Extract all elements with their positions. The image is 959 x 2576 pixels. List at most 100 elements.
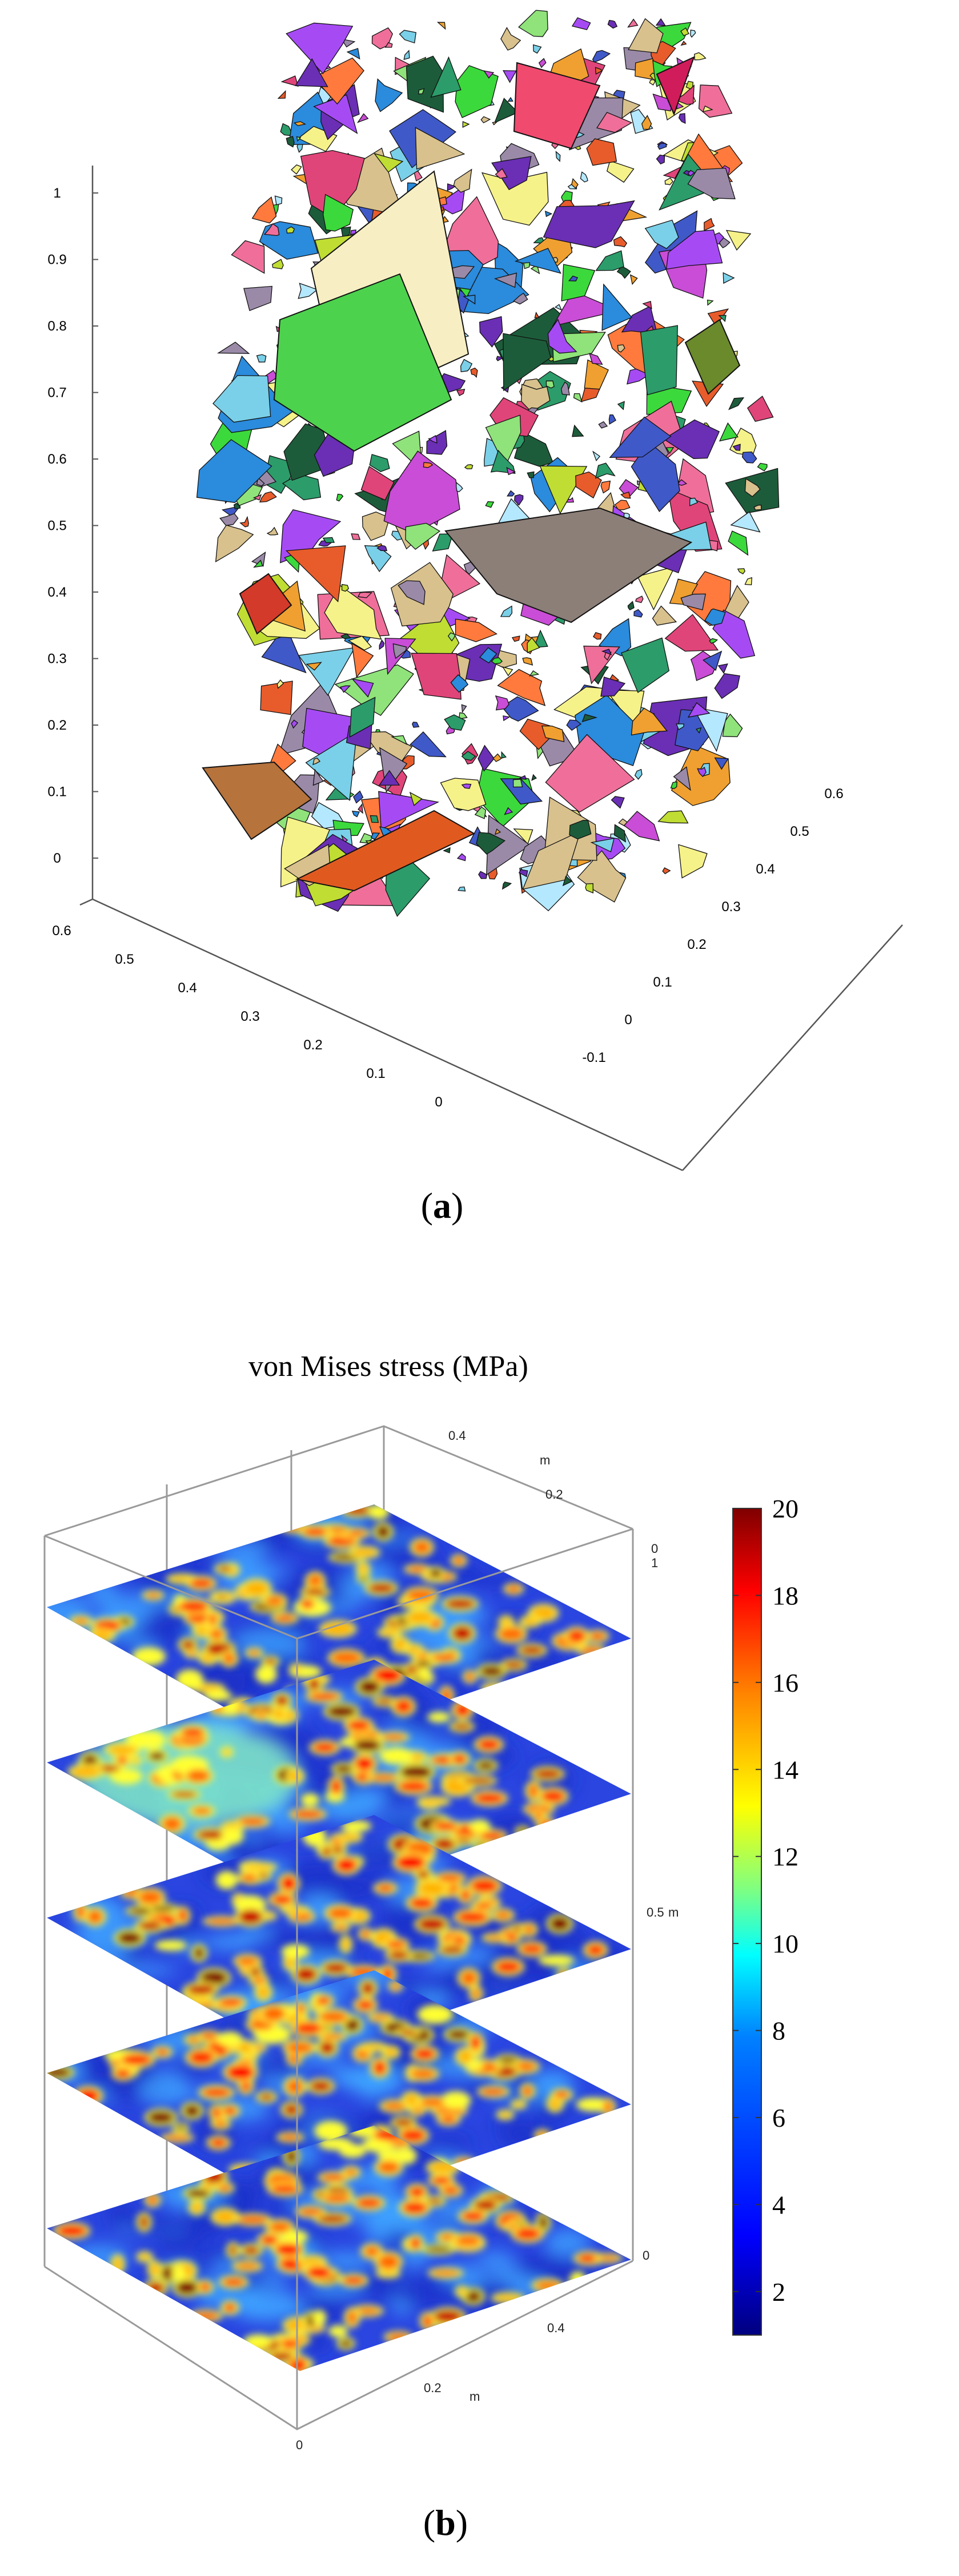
fracture-polygon — [375, 78, 403, 112]
fracture-polygon — [463, 295, 476, 305]
z-tick-label: 0.1 — [47, 784, 66, 800]
fracture-polygon — [704, 218, 715, 231]
z-tick-label: 0.6 — [47, 452, 66, 467]
fracture-polygon — [403, 50, 410, 61]
svg-text:0.4: 0.4 — [448, 1428, 466, 1443]
fracture-polygon — [585, 883, 593, 893]
svg-text:m: m — [470, 2389, 480, 2404]
fracture-polygon — [295, 58, 328, 87]
fracture-polygon — [512, 779, 523, 788]
fracture-polygon — [611, 796, 625, 809]
fracture-polygon — [379, 639, 385, 650]
fracture-polygon — [757, 462, 768, 472]
z-tick-label: 0.4 — [47, 585, 66, 600]
fracture-polygon — [545, 734, 635, 813]
svg-text:0.2: 0.2 — [545, 1487, 563, 1502]
fracture-polygon — [313, 94, 358, 134]
fracture-polygon — [568, 275, 579, 281]
fracture-polygon — [702, 105, 713, 112]
fracture-polygon — [458, 886, 466, 892]
fracture-polygon — [456, 389, 466, 396]
fracture-polygon — [202, 761, 312, 840]
y-tick-label: 0.2 — [687, 937, 706, 952]
y-tick-label: 0.3 — [721, 899, 740, 915]
fracture-polygon — [261, 625, 307, 674]
fracture-polygon — [274, 195, 283, 206]
fracture-polygon — [291, 164, 302, 175]
fracture-polygon — [637, 566, 676, 611]
svg-text:0.5: 0.5 — [647, 1905, 664, 1919]
fracture-polygon — [665, 447, 675, 454]
fracture-polygon — [728, 397, 745, 410]
fracture-polygon — [687, 167, 736, 199]
fracture-polygon — [500, 27, 521, 51]
fracture-polygon — [409, 791, 423, 807]
fracture-polygon — [696, 727, 702, 734]
fracture-polygon — [378, 770, 400, 786]
fracture-polygon — [642, 301, 652, 309]
fracture-polygon — [547, 319, 577, 354]
fracture-polygon — [456, 853, 466, 862]
fracture-polygon — [657, 810, 689, 824]
fracture-polygon — [527, 637, 540, 654]
fracture-polygon — [492, 121, 498, 126]
fracture-polygon — [291, 719, 299, 729]
fracture-polygon — [356, 113, 369, 123]
fracture-polygon — [728, 530, 749, 556]
fracture-polygon — [719, 237, 731, 248]
fracture-polygon — [479, 316, 503, 348]
fracture-polygon — [580, 171, 588, 183]
fracture-polygon — [444, 507, 693, 623]
fracture-polygon — [571, 17, 591, 30]
fracture-polygon — [212, 375, 271, 423]
fracture-polygon — [592, 50, 611, 63]
fracture-polygon — [455, 65, 499, 118]
fracture-polygon — [259, 491, 277, 503]
fracture-polygon — [513, 292, 528, 305]
fracture-polygon — [575, 471, 602, 499]
fracture-polygon — [569, 820, 592, 840]
fracture-polygon — [583, 645, 620, 685]
svg-text:0.4: 0.4 — [547, 2321, 565, 2335]
fracture-polygon — [286, 545, 346, 602]
fracture-polygon — [312, 57, 364, 105]
y-tick-label: 0 — [624, 1012, 632, 1028]
fracture-polygon — [351, 811, 360, 818]
fracture-polygon — [560, 381, 570, 396]
fracture-polygon — [259, 221, 319, 260]
fracture-polygon — [500, 605, 513, 617]
fracture-polygon — [541, 725, 565, 742]
fracture-polygon — [606, 160, 635, 183]
fracture-polygon — [620, 491, 631, 499]
fracture-polygon — [415, 127, 466, 170]
fracture-polygon — [351, 642, 374, 678]
fracture-polygon — [436, 22, 446, 30]
fracture-polygon — [592, 450, 601, 462]
fracture-polygon — [697, 767, 707, 778]
fracture-polygon — [364, 545, 392, 573]
panel-a-x-ticks: 0.6 0.5 0.4 0.3 0.2 0.1 0 — [52, 923, 442, 1110]
z-tick-label: 0 — [53, 851, 61, 866]
fracture-polygon — [286, 136, 295, 148]
fracture-polygon — [674, 84, 695, 105]
y-tick-label: 0.1 — [653, 975, 672, 990]
fracture-polygon — [680, 27, 689, 37]
fracture-polygon — [360, 466, 395, 501]
fracture-polygon — [410, 731, 447, 758]
fracture-polygon — [753, 505, 762, 510]
fracture-polygon — [698, 84, 733, 118]
fracture-polygon — [501, 751, 507, 759]
fracture-polygon — [714, 757, 729, 770]
fracture-polygon — [495, 168, 508, 179]
fracture-polygon — [747, 395, 774, 422]
fracture-polygon — [384, 42, 393, 48]
fracture-polygon — [286, 226, 295, 234]
fracture-polygon — [461, 783, 472, 789]
fracture-polygon — [359, 832, 375, 844]
fracture-polygon — [346, 48, 360, 60]
fracture-polygon — [617, 401, 625, 410]
fracture-polygon — [598, 421, 608, 429]
fracture-polygon — [555, 304, 563, 311]
fracture-polygon — [369, 454, 390, 472]
fracture-polygon — [480, 116, 491, 123]
